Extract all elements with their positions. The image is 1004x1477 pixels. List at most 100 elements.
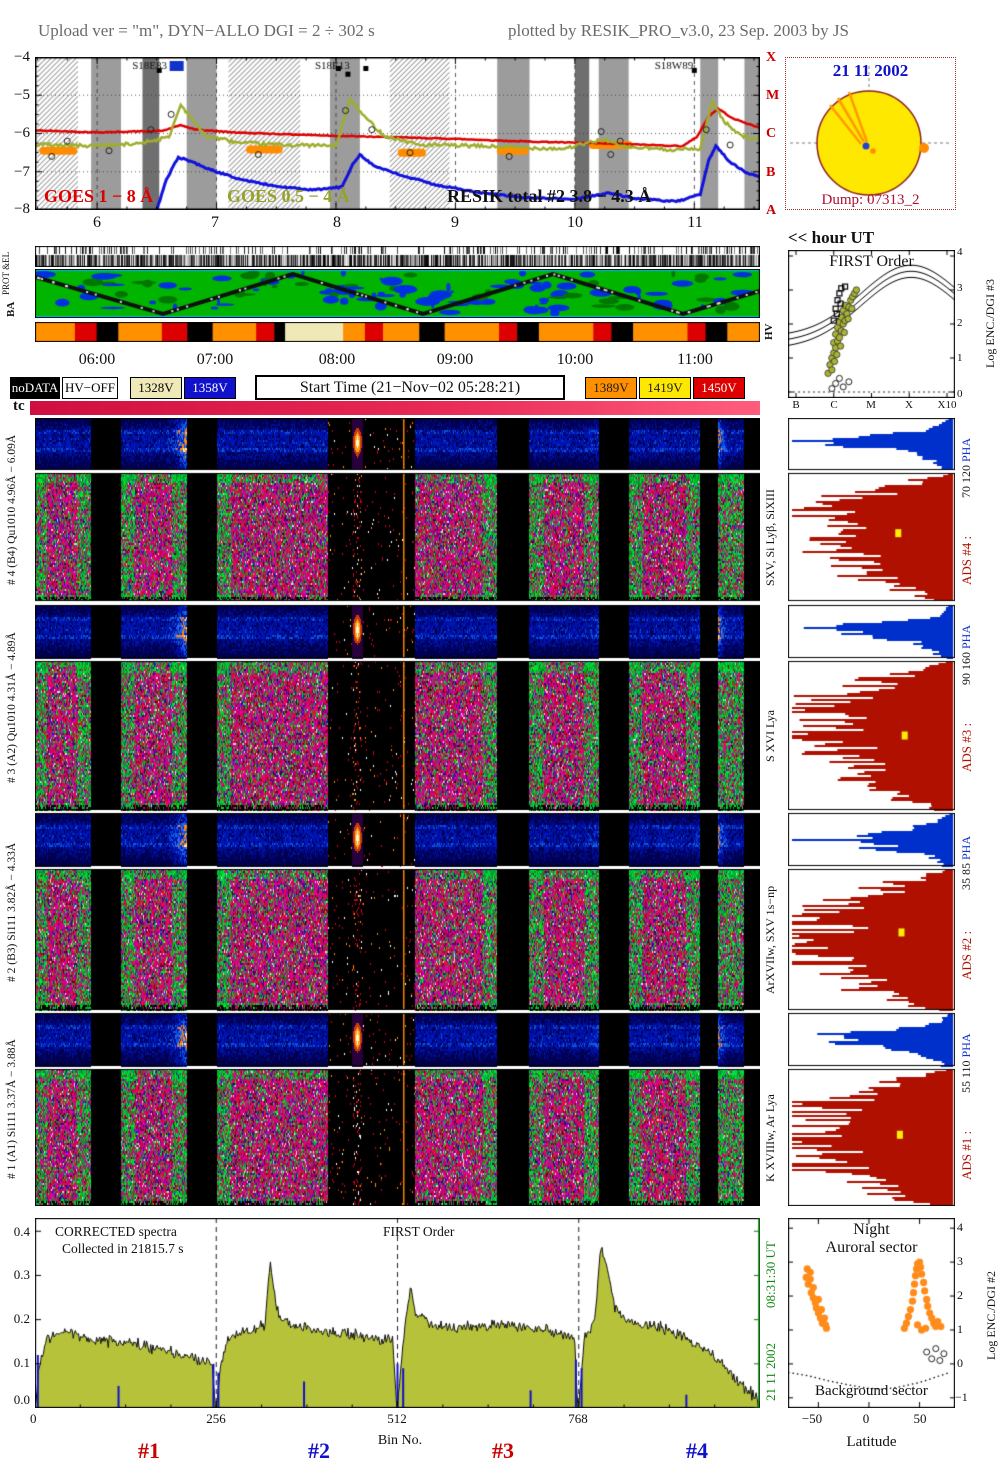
goes-xtick: 11 (687, 214, 703, 231)
time-label: 06:00 (78, 351, 116, 368)
first-order-plot-canvas (788, 250, 955, 398)
goes-ytick: −5 (14, 87, 30, 103)
channel-1-ads-label: ADS #1 : (959, 1130, 974, 1180)
goes-legend-olive: GOES 0.5 − 4 Å (227, 186, 350, 206)
time-label: 11:00 (677, 351, 713, 368)
lat-xtick: 0 (862, 1411, 870, 1426)
pha-range: 70 120 (959, 465, 973, 499)
channel-tag-3: #3 (492, 1438, 514, 1463)
spec-xtick: 256 (206, 1411, 226, 1426)
channel-4-ads-label: ADS #4 : (959, 535, 974, 585)
goes-class-letter: X (766, 50, 777, 65)
goes-ytick: −4 (14, 49, 30, 65)
fo-xtick: X (905, 399, 913, 411)
spec-ytick: 0.0 (13, 1392, 30, 1407)
channel-2-ions-label: ArXVIIw, SXV 1s−np (763, 885, 777, 995)
channel-3-ads-label: ADS #3 : (959, 722, 974, 772)
fo-ytick: 1 (957, 352, 963, 364)
spectrogram-canvas (35, 418, 760, 1206)
pha-tag: PHA (959, 836, 973, 864)
time-label: 10:00 (556, 351, 594, 368)
spectra-time-label: 08:31:30 UT (763, 1241, 778, 1308)
sun-position-box (785, 57, 956, 210)
pha-tag: PHA (959, 1033, 973, 1061)
pha-range: 55 110 (959, 1060, 973, 1093)
tc-label: tc (13, 398, 25, 414)
sun-date: 21 11 2002 (832, 61, 909, 80)
channel-1-ions-label: K XVIIIw, Ar Lya (763, 1094, 777, 1182)
ba-strip-label: BA (5, 301, 17, 317)
legend-1358v: 1358V (184, 377, 236, 399)
hour-ut-label: << hour UT (788, 228, 875, 247)
channel-3-pha-label: 90 160 PHA (959, 605, 978, 705)
lat-xtick: −50 (801, 1411, 823, 1426)
header-left: Upload ver = "m", DYN−ALLO DGI = 2 ÷ 302… (38, 21, 375, 40)
goes-ytick: −7 (14, 164, 30, 180)
fo-ylabel: Log ENC./DGI #3 (983, 279, 997, 369)
lat-ylabel: Log ENC./DGI #2 (984, 1271, 998, 1360)
channel-3-ions-label: S XVI Lya (763, 710, 777, 762)
hv-strip-label: HV (763, 323, 775, 341)
fo-xtick: M (866, 399, 876, 411)
channel-tag-2: #2 (308, 1438, 330, 1463)
spectra-subtitle: Collected in 21815.7 s (62, 1241, 184, 1256)
legend-1389v: 1389V (585, 377, 637, 399)
channel-tag-4: #4 (686, 1438, 708, 1463)
fo-ytick: 0 (957, 388, 963, 400)
goes-xtick: 8 (333, 214, 341, 231)
latitude-scatter-canvas (788, 1218, 955, 1408)
channel-4-ions-label: SXV, Si Lyβ, SiXIII (763, 489, 777, 586)
time-label: 08:00 (318, 351, 356, 368)
time-label: 07:00 (196, 351, 234, 368)
hv-voltage-strip-canvas (35, 322, 760, 342)
pha-tag: PHA (959, 625, 973, 653)
goes-xtick: 7 (211, 214, 219, 231)
pha-range: 35 85 (959, 863, 973, 891)
legend-1419v: 1419V (639, 377, 691, 399)
goes-class-letter: A (766, 203, 777, 218)
channel-4-pha-label: 70 120 PHA (959, 418, 978, 518)
spec-xlabel: Bin No. (377, 1433, 423, 1448)
spectra-order-label: FIRST Order (383, 1224, 455, 1239)
channel-2-pha-label: 35 85 PHA (959, 813, 978, 913)
lat-ytick: −1 (955, 1390, 968, 1404)
lat-ytick: 4 (957, 1220, 963, 1234)
pha-ads-histograms-canvas (788, 418, 955, 1206)
sun-disk-canvas (786, 58, 955, 209)
proton-electron-strip-canvas (35, 246, 760, 267)
lat-ytick: 3 (957, 1254, 963, 1268)
fo-xtick: X10 (937, 399, 957, 411)
corrected-spectra-canvas (35, 1218, 760, 1408)
lat-ytick: 1 (957, 1322, 963, 1336)
goes-legend-red: GOES 1 − 8 Å (44, 186, 154, 206)
goes-ytick: −8 (14, 201, 30, 217)
goes-class-letter: B (766, 165, 776, 180)
lat-background-label: Background sector (815, 1383, 928, 1399)
legend-nodata: noDATA (10, 377, 60, 399)
spec-ytick: 0.2 (13, 1311, 30, 1326)
goes-flux-plot-canvas (35, 57, 760, 210)
orbit-map-strip-canvas (35, 269, 760, 318)
goes-ytick: −6 (14, 125, 30, 141)
pha-tag: PHA (959, 438, 973, 466)
channel-2-ads-label: ADS #2 : (959, 930, 974, 980)
lat-xlabel: Latitude (846, 1434, 897, 1450)
spectra-title: CORRECTED spectra (55, 1224, 177, 1239)
channel-2-label: # 2 (B3) Si111 3.82Å − 4.33Å (6, 842, 18, 982)
lat-ytick: 2 (957, 1288, 963, 1302)
lat-ytick: 0 (957, 1356, 963, 1370)
goes-class-letter: C (766, 126, 777, 141)
channel-3-label: # 3 (A2) Qu1010 4.31Å − 4.89Å (6, 632, 18, 784)
sun-dump-label: Dump: 07313_2 (821, 192, 920, 208)
start-time-box: Start Time (21−Nov−02 05:28:21) (255, 375, 565, 400)
legend-1328v: 1328V (130, 377, 182, 399)
header-right: plotted by RESIK_PRO_v3.0, 23 Sep. 2003 … (508, 21, 849, 40)
spec-xtick: 0 (30, 1411, 37, 1426)
lat-xtick: 50 (913, 1411, 927, 1426)
fo-ytick: 4 (957, 246, 963, 258)
spectra-date-label: 21 11 2002 (763, 1342, 778, 1402)
fo-ytick: 2 (957, 317, 963, 329)
fo-xtick: B (792, 399, 800, 411)
tc-colorbar (30, 401, 760, 415)
